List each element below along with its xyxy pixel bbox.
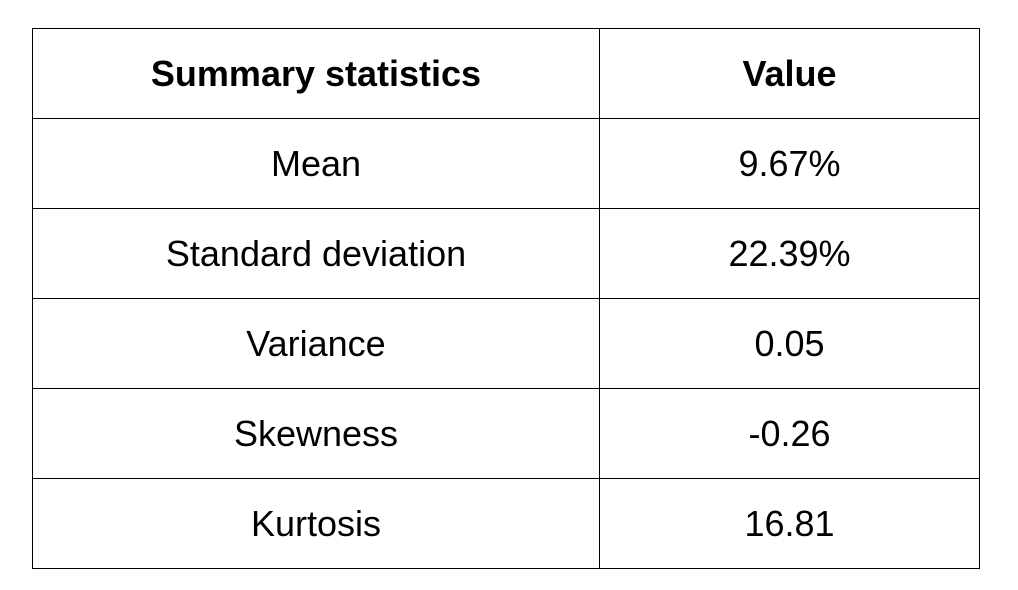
statistic-value: 16.81 xyxy=(599,478,980,569)
statistic-name: Variance xyxy=(32,298,600,389)
table-row: Mean 9.67% xyxy=(32,118,980,209)
table-row: Variance 0.05 xyxy=(32,298,980,389)
statistic-value: 9.67% xyxy=(599,118,980,209)
statistic-value: 0.05 xyxy=(599,298,980,389)
table-body: Mean 9.67% Standard deviation 22.39% Varianc… xyxy=(32,118,980,569)
table-row: Skewness -0.26 xyxy=(32,388,980,479)
table-row: Standard deviation 22.39% xyxy=(32,208,980,299)
statistic-name: Kurtosis xyxy=(32,478,600,569)
statistic-name: Standard deviation xyxy=(32,208,600,299)
table-row: Kurtosis 16.81 xyxy=(32,478,980,569)
header-cell: Summary statistics xyxy=(32,28,600,119)
header-cell: Value xyxy=(599,28,980,119)
header-row: Summary statistics Value xyxy=(32,28,980,119)
statistic-value: 22.39% xyxy=(599,208,980,299)
statistic-value: -0.26 xyxy=(599,388,980,479)
statistic-name: Mean xyxy=(32,118,600,209)
statistic-name: Skewness xyxy=(32,388,600,479)
statistics-table: Summary statistics Value Mean 9.67% Standa… xyxy=(32,28,980,569)
